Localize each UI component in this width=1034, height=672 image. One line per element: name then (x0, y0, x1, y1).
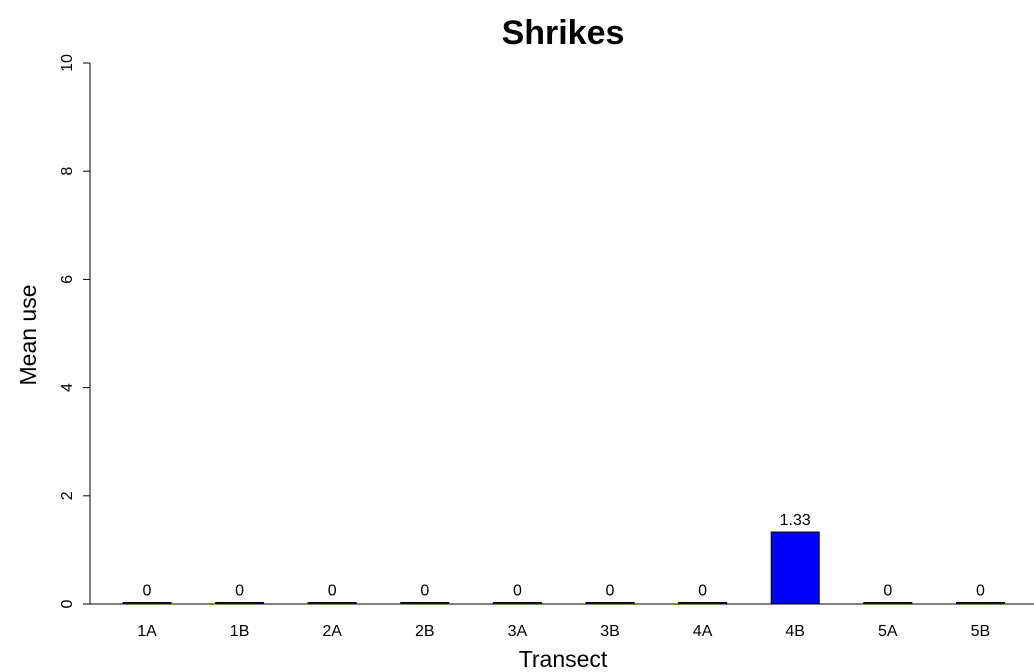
bar (307, 602, 357, 605)
x-tick-label: 2B (415, 623, 435, 640)
bar (122, 602, 172, 605)
bar-value-label: 0 (976, 583, 985, 600)
bar-value-label: 0 (235, 583, 244, 600)
bar-value-label: 0 (513, 583, 522, 600)
bar (770, 531, 820, 605)
y-tick-label: 6 (59, 275, 76, 284)
bar-value-label: 0 (606, 583, 615, 600)
bar (400, 602, 450, 605)
chart-title: Shrikes (502, 14, 625, 52)
x-tick-label: 3B (600, 623, 620, 640)
x-tick-label: 4B (785, 623, 805, 640)
y-axis-title: Mean use (15, 284, 41, 385)
bar (215, 602, 265, 605)
bar-value-label: 0 (143, 583, 152, 600)
x-tick-label: 1A (137, 623, 157, 640)
y-tick-label: 2 (59, 491, 76, 500)
bar-value-label: 0 (698, 583, 707, 600)
x-tick-label: 2A (322, 623, 342, 640)
bar-value-label: 0 (883, 583, 892, 600)
y-axis-ticks: 0 2 4 6 8 10 (59, 54, 90, 608)
bar (863, 602, 913, 605)
x-tick-label: 5A (878, 623, 898, 640)
x-tick-label: 1B (230, 623, 250, 640)
bar (678, 602, 728, 605)
bars: 0 0 0 0 0 0 0 1.33 0 0 (122, 512, 1005, 605)
x-tick-label: 3A (508, 623, 528, 640)
bar (492, 602, 542, 605)
x-axis-title: Transect (519, 646, 608, 672)
y-tick-label: 8 (59, 167, 76, 176)
x-tick-label: 5B (971, 623, 991, 640)
bar-value-label: 0 (420, 583, 429, 600)
bar-value-label: 1.33 (780, 512, 811, 529)
bar-value-label: 0 (328, 583, 337, 600)
x-tick-label: 4A (693, 623, 713, 640)
y-tick-label: 4 (59, 383, 76, 392)
y-tick-label: 0 (59, 599, 76, 608)
y-tick-label: 10 (59, 54, 76, 72)
bar (955, 602, 1005, 605)
x-axis-tick-labels: 1A 1B 2A 2B 3A 3B 4A 4B 5A 5B (137, 623, 990, 640)
bar (585, 602, 635, 605)
